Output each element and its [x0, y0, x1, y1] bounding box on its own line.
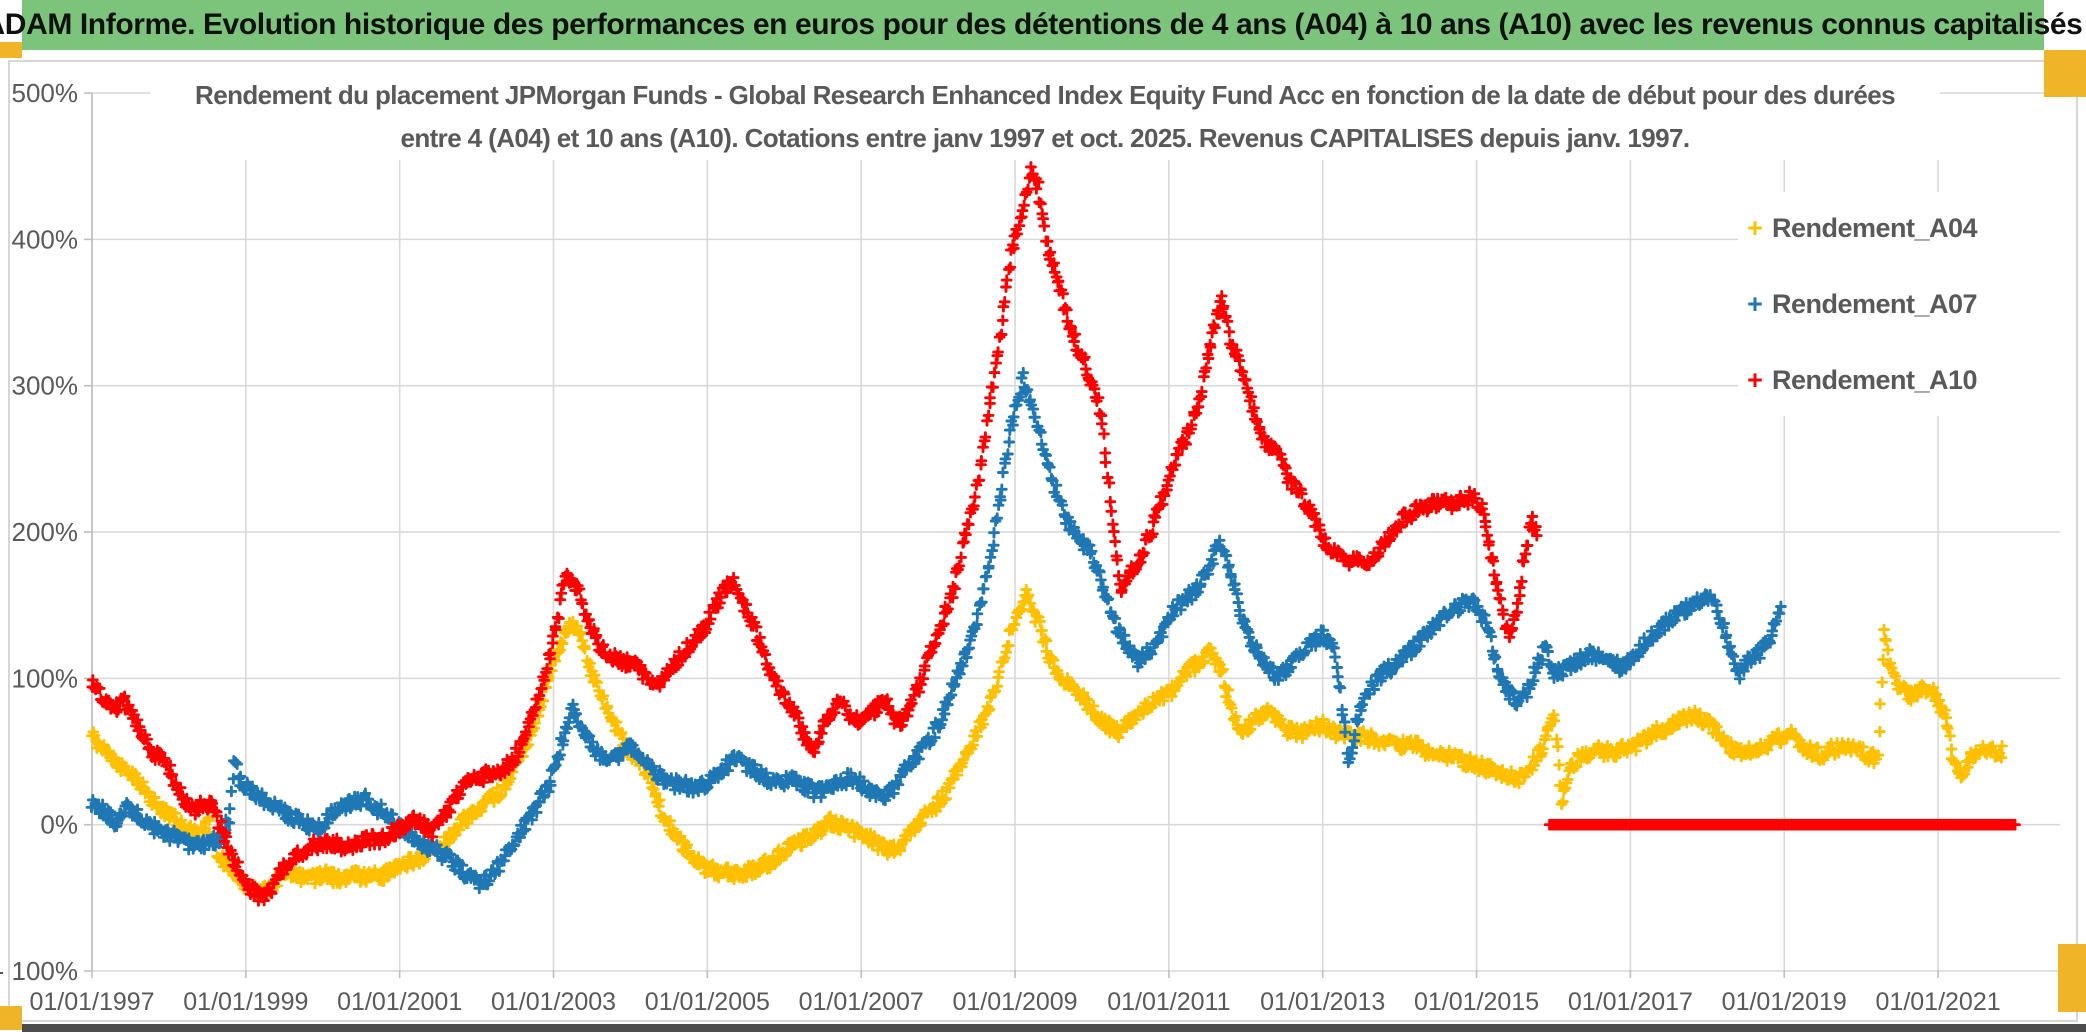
svg-text:01/01/2021: 01/01/2021	[1876, 988, 2001, 1016]
svg-text:500%: 500%	[12, 78, 79, 108]
svg-text:01/01/2011: 01/01/2011	[1107, 988, 1230, 1016]
svg-text:400%: 400%	[12, 224, 79, 254]
chart-title-line1: Rendement du placement JPMorgan Funds - …	[195, 80, 1896, 110]
gold-accent-bottom-right	[2058, 944, 2086, 1012]
plus-marker-icon: +	[1747, 288, 1763, 319]
svg-text:0%: 0%	[40, 810, 78, 840]
svg-text:01/01/2019: 01/01/2019	[1722, 988, 1847, 1016]
svg-text:01/01/2003: 01/01/2003	[491, 988, 616, 1016]
legend-item-a04[interactable]: + Rendement_A04	[1738, 198, 2068, 258]
legend: + Rendement_A04 + Rendement_A07 + Rendem…	[1738, 192, 2068, 416]
svg-text:01/01/2009: 01/01/2009	[952, 988, 1077, 1016]
banner-title: ADAM Informe. Evolution historique des p…	[0, 8, 2083, 41]
svg-text:01/01/2001: 01/01/2001	[337, 988, 462, 1016]
gold-accent-top-right	[2044, 50, 2086, 97]
svg-text:01/01/1999: 01/01/1999	[183, 988, 308, 1016]
chart-title: Rendement du placement JPMorgan Funds - …	[150, 74, 1940, 160]
plus-marker-icon: +	[1747, 364, 1763, 395]
gold-accent-bottom-left	[0, 1006, 22, 1030]
banner: ADAM Informe. Evolution historique des p…	[0, 0, 2083, 50]
svg-text:01/01/2005: 01/01/2005	[645, 988, 770, 1016]
svg-text:300%: 300%	[12, 371, 79, 401]
plus-marker-icon: +	[1747, 212, 1763, 243]
legend-label-a04: Rendement_A04	[1772, 212, 1978, 243]
svg-text:100%: 100%	[12, 663, 79, 693]
svg-text:200%: 200%	[12, 517, 79, 547]
svg-text:01/01/1997: 01/01/1997	[29, 988, 154, 1016]
gold-accent-top-left	[0, 42, 22, 58]
svg-text:01/01/2007: 01/01/2007	[799, 988, 924, 1016]
bottom-bar	[22, 1024, 2086, 1032]
legend-label-a10: Rendement_A10	[1772, 364, 1978, 395]
svg-text:01/01/2013: 01/01/2013	[1260, 988, 1385, 1016]
svg-text:01/01/2017: 01/01/2017	[1568, 988, 1693, 1016]
legend-item-a07[interactable]: + Rendement_A07	[1738, 274, 2068, 334]
legend-label-a07: Rendement_A07	[1772, 288, 1978, 319]
svg-text:01/01/2015: 01/01/2015	[1414, 988, 1539, 1016]
legend-item-a10[interactable]: + Rendement_A10	[1738, 350, 2068, 410]
chart-title-line2: entre 4 (A04) et 10 ans (A10). Cotations…	[400, 123, 1690, 153]
svg-text:- 100%: - 100%	[0, 956, 78, 986]
